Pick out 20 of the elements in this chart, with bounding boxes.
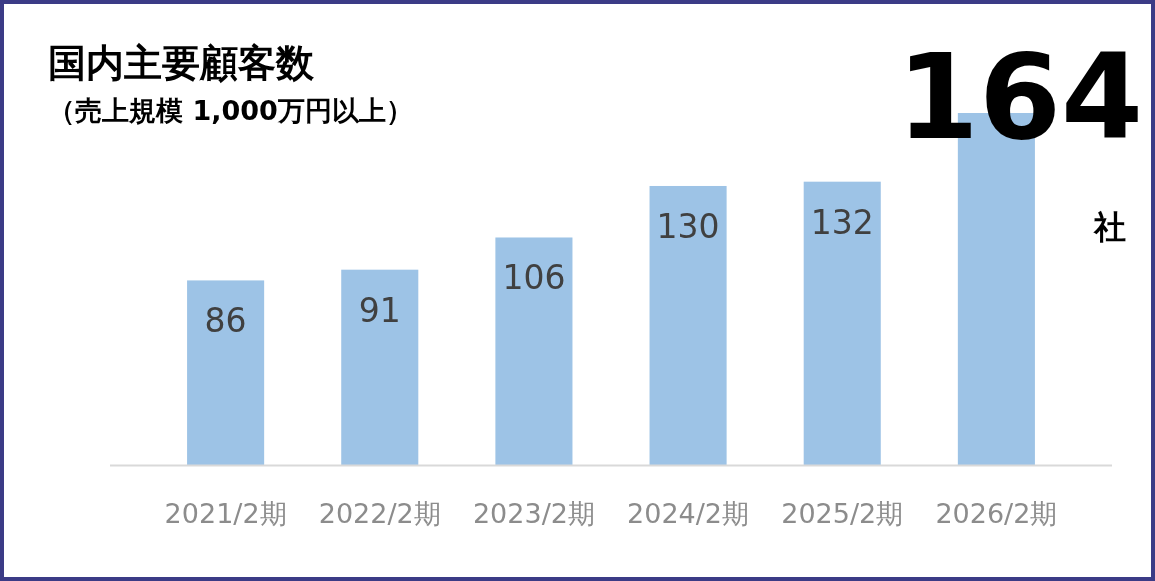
data-label: 86 — [204, 301, 247, 341]
x-tick-label: 2024/2期 — [627, 498, 750, 529]
x-tick-label: 2023/2期 — [472, 498, 595, 529]
data-label: 91 — [358, 290, 401, 330]
bar — [187, 280, 265, 465]
x-tick-label: 2022/2期 — [318, 498, 441, 529]
bar — [649, 185, 727, 465]
data-label: 106 — [502, 258, 566, 298]
bar — [495, 237, 573, 465]
chart-title: 国内主要顧客数 — [48, 41, 315, 85]
x-tick-label: 2026/2期 — [935, 498, 1058, 529]
x-tick-label: 2025/2期 — [781, 498, 904, 529]
data-label: 130 — [656, 206, 720, 246]
data-label: 164 — [896, 28, 1144, 166]
x-tick-label: 2021/2期 — [164, 498, 287, 529]
bar — [803, 181, 881, 465]
chart-subtitle: （売上規模 1,000万円以上） — [48, 95, 413, 126]
annotation: 社 — [1093, 208, 1126, 246]
data-label: 132 — [810, 202, 874, 242]
bar — [341, 269, 419, 465]
